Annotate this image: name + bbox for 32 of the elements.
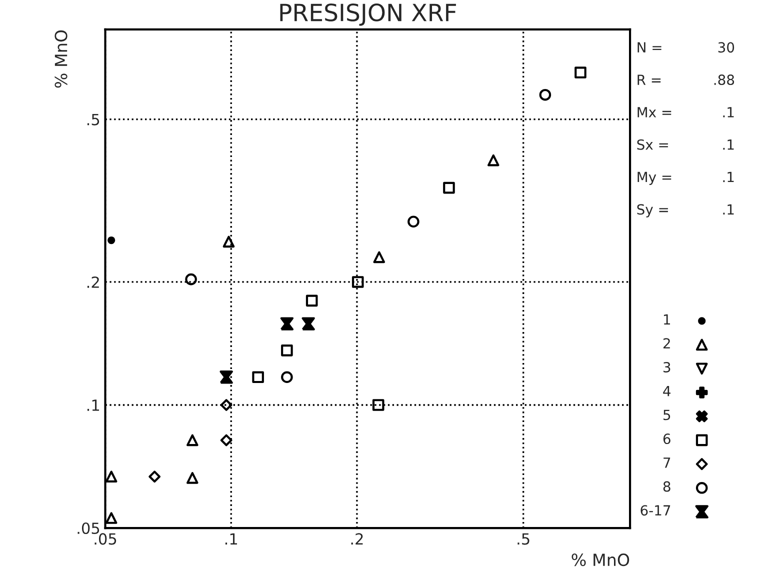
text: R = — [638, 74, 661, 85]
legend-label: 5 — [664, 410, 670, 420]
text: .1 — [723, 204, 734, 214]
x-tick-label: .05 — [94, 533, 116, 545]
x-tick-label: .5 — [518, 533, 530, 545]
text: .1 — [723, 140, 734, 150]
legend-label: 2 — [663, 338, 670, 348]
text: My = — [638, 172, 672, 185]
y-tick-label: .05 — [78, 522, 100, 534]
text: .1 — [723, 172, 734, 182]
x-tick-label: .2 — [351, 533, 363, 544]
legend-label: 3 — [664, 362, 670, 372]
legend-label: 1 — [664, 314, 670, 325]
y-tick-label: .2 — [87, 276, 99, 288]
legend-label: 6 — [663, 434, 670, 444]
legend-label: 8 — [663, 481, 670, 492]
text: Sx = — [637, 139, 668, 150]
x-axis-title: % MnO — [572, 554, 630, 566]
text: .88 — [714, 74, 734, 86]
text: 30 — [718, 42, 734, 53]
legend-label: 6-17 — [640, 505, 670, 516]
text: Mx = — [638, 107, 672, 118]
legend-label: 7 — [664, 458, 670, 468]
legend-label: 4 — [663, 386, 670, 396]
y-tick-label: .5 — [87, 114, 100, 126]
y-axis-title: % MnO — [54, 30, 68, 88]
chart-title: PRESISJON XRF — [280, 4, 456, 26]
text: Sy = — [637, 204, 668, 218]
text: .1 — [723, 107, 734, 118]
text: N = — [638, 42, 662, 52]
y-tick-label: .1 — [87, 400, 99, 411]
x-tick-label: .1 — [225, 533, 237, 544]
